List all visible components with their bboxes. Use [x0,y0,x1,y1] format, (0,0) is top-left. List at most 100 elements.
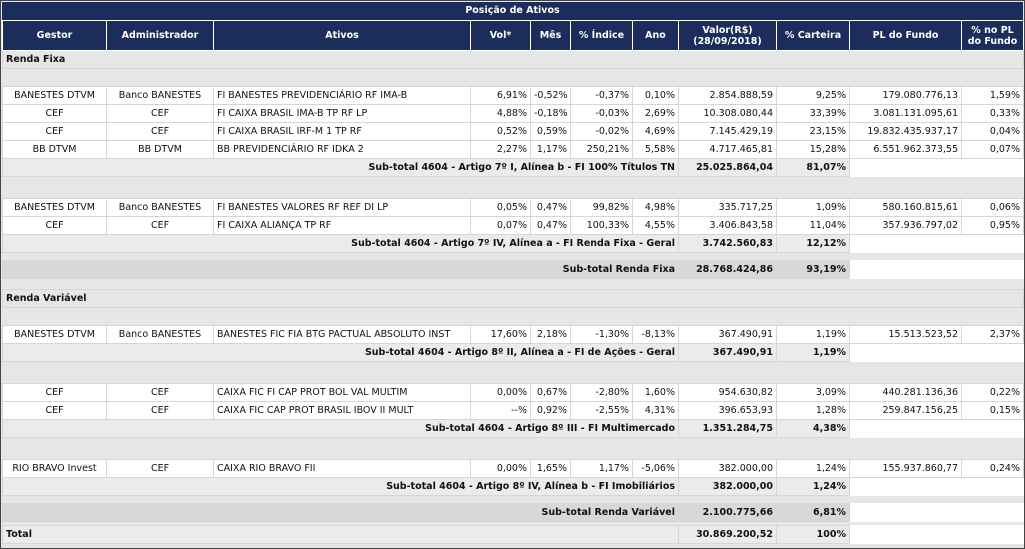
cell: 0,10% [632,86,679,105]
cell: 0,47% [530,216,571,235]
spacer [2,361,1024,384]
cell: CEF [106,122,214,141]
cell: 2.854.888,59 [678,86,777,105]
cell: 0,47% [530,198,571,217]
column-header: Valor(R$) (28/09/2018) [678,20,777,51]
cell: RIO BRAVO Invest [2,459,107,478]
cell: 0,59% [530,122,571,141]
cell: 1,19% [776,325,850,344]
cell: 1,17% [570,459,633,478]
subtotal-label: Sub-total Renda Fixa [2,260,679,279]
cell: 1,60% [632,383,679,402]
cell: CEF [106,216,214,235]
cell: CEF [106,459,214,478]
empty-cell [849,158,1024,177]
cell: -0,52% [530,86,571,105]
table-row: BB DTVM BB DTVM BB PREVIDENCIÁRIO RF IDKA … [2,140,1024,159]
table-row [2,437,1024,460]
column-header: Vol* [470,20,531,51]
cell: 0,00% [470,459,531,478]
table-row [2,252,1024,261]
table-row: Total 30.869.200,52 100% [2,525,1024,544]
cell: CEF [2,122,107,141]
table-title: Posição de Ativos [2,2,1023,20]
cell: FI CAIXA ALIANÇA TP RF [213,216,471,235]
subtotal-label: Sub-total 4604 - Artigo 8º IV, Alínea b … [2,477,679,496]
column-header: Ativos [213,20,471,51]
section-title: Renda Variável [2,289,1024,308]
table-row: CEF CEF FI CAIXA BRASIL IMA-B TP RF LP 4,88… [2,104,1024,123]
cell: 4,55% [632,216,679,235]
cell: FI CAIXA BRASIL IMA-B TP RF LP [213,104,471,123]
subtotal-label: Sub-total 4604 - Artigo 8º II, Alínea a … [2,343,679,362]
cell: 367.490,91 [678,325,777,344]
table-row: Gestor Administrador Ativos Vol* Mês% Índice… [2,20,1024,51]
subtotal-label: Sub-total 4604 - Artigo 8º III - FI Mult… [2,419,679,438]
table-row [2,361,1024,384]
cell: 2,69% [632,104,679,123]
cell: 396.653,93 [678,401,777,420]
cell: Banco BANESTES [106,86,214,105]
cell: 4,88% [470,104,531,123]
cell: -0,37% [570,86,633,105]
cell: CAIXA RIO BRAVO FII [213,459,471,478]
cell: 4,69% [632,122,679,141]
cell: 0,00% [470,383,531,402]
table-row: Renda Fixa [2,50,1024,69]
cell: -2,80% [570,383,633,402]
cell: Banco BANESTES [106,198,214,217]
cell: BB DTVM [106,140,214,159]
cell: 19.832.435.937,17 [849,122,962,141]
section-title: Renda Fixa [2,50,1024,69]
subtotal-value: 382.000,00 [678,477,777,496]
subtotal-share: 12,12% [776,234,850,253]
spacer [2,252,1024,261]
cell: 335.717,25 [678,198,777,217]
cell: BB DTVM [2,140,107,159]
empty-cell [849,260,1024,279]
cell: 954.630,82 [678,383,777,402]
subtotal-share: 93,19% [776,260,850,279]
cell: 100,33% [570,216,633,235]
cell: 1,17% [530,140,571,159]
cell: BANESTES DTVM [2,198,107,217]
cell: 0,22% [961,383,1024,402]
table-row: CEF CEF CAIXA FIC CAP PROT BRASIL IBOV II … [2,401,1024,420]
cell: 250,21% [570,140,633,159]
cell: 580.160.815,61 [849,198,962,217]
table-row: Sub-total 4604 - Artigo 7º I, Alínea b -… [2,158,1024,177]
cell: CEF [2,383,107,402]
table-row: CEF CEF FI CAIXA ALIANÇA TP RF 0,07% 0,47% 10… [2,216,1024,235]
cell: -2,55% [570,401,633,420]
cell: BANESTES DTVM [2,86,107,105]
cell: CEF [106,401,214,420]
cell: 1,59% [961,86,1024,105]
cell: 3,09% [776,383,850,402]
cell: 259.847.156,25 [849,401,962,420]
empty-cell [849,477,1024,496]
subtotal-label: Sub-total Renda Variável [2,503,679,522]
table-row [2,68,1024,87]
empty-cell [849,419,1024,438]
spacer [2,278,1024,290]
cell: CEF [2,401,107,420]
table-row: Sub-total 4604 - Artigo 8º II, Alínea a … [2,343,1024,362]
cell: FI BANESTES VALORES RF REF DI LP [213,198,471,217]
cell: -8,13% [632,325,679,344]
cell: 0,52% [470,122,531,141]
cell: 2,37% [961,325,1024,344]
empty-cell [849,503,1024,522]
cell: CAIXA FIC CAP PROT BRASIL IBOV II MULT [213,401,471,420]
cell: --% [470,401,531,420]
cell: CEF [106,383,214,402]
table-row: Sub-total Renda Fixa 28.768.424,86 93,19% [2,260,1024,279]
table-row: CEF CEF CAIXA FIC FI CAP PROT BOL VAL MULT… [2,383,1024,402]
cell: CEF [106,104,214,123]
column-header: % Índice [570,20,633,51]
cell: 1,24% [776,459,850,478]
cell: CEF [2,216,107,235]
table-row: RIO BRAVO Invest CEF CAIXA RIO BRAVO FII 0,… [2,459,1024,478]
subtotal-share: 4,38% [776,419,850,438]
table-row: BANESTES DTVM Banco BANESTES FI BANESTES V… [2,198,1024,217]
